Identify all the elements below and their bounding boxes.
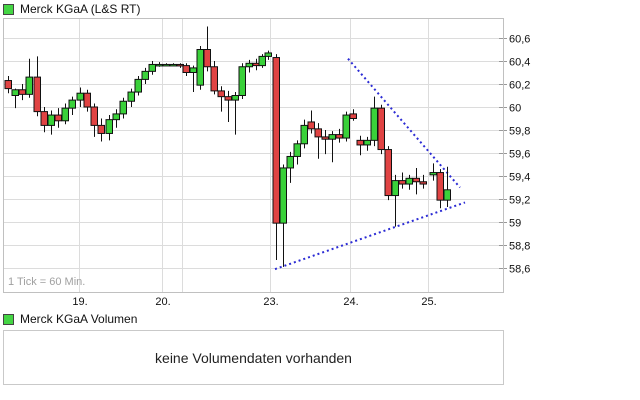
candle-body xyxy=(47,114,55,126)
price-chart-plot[interactable]: 60,6 60,4 60,2 60 59,8 59,6 59,4 59,2 59 58,8 58,6… xyxy=(0,0,640,312)
volume-panel: keine Volumendaten vorhanden xyxy=(3,330,504,385)
y-axis-label: 60 xyxy=(509,103,521,115)
trendline-lower xyxy=(274,201,466,271)
candle-body xyxy=(11,89,19,96)
y-axis-label: 59,2 xyxy=(509,195,530,207)
candle-body xyxy=(97,124,105,134)
candle-body xyxy=(314,128,322,138)
candle-body xyxy=(307,121,315,130)
no-volume-message: keine Volumendaten vorhanden xyxy=(155,349,352,366)
candle-body xyxy=(127,91,135,102)
y-axis-label: 59,8 xyxy=(509,126,530,138)
y-axis-label: 58,6 xyxy=(509,264,530,276)
candle-body xyxy=(217,90,225,98)
candle-body xyxy=(264,52,272,57)
candle-body xyxy=(245,62,253,68)
candle-body xyxy=(258,55,266,67)
main-chart-legend: Merck KGaA (L&S RT) xyxy=(3,2,141,16)
candle-body xyxy=(405,177,413,185)
candle-body xyxy=(40,111,48,126)
candle-body xyxy=(25,76,33,95)
volume-legend: Merck KGaA Volumen xyxy=(3,312,138,326)
x-axis-label: 25. xyxy=(421,296,436,308)
candle-body xyxy=(443,189,451,201)
candle-body xyxy=(412,177,420,183)
candle-body xyxy=(363,139,371,146)
candle-body xyxy=(61,107,69,122)
candle-body xyxy=(182,65,190,73)
candle-body xyxy=(162,63,170,67)
candle-body xyxy=(321,136,329,140)
x-axis-label: 20. xyxy=(155,296,170,308)
y-axis-label: 59 xyxy=(509,218,521,230)
candle-body xyxy=(238,66,246,96)
y-axis-label: 59,6 xyxy=(509,149,530,161)
candle-body xyxy=(119,100,127,115)
candle-body xyxy=(377,107,385,151)
candle-body xyxy=(105,119,113,134)
candle-body xyxy=(33,76,41,113)
main-chart-title: Merck KGaA (L&S RT) xyxy=(20,2,141,16)
candle-body xyxy=(349,113,357,120)
candle-body xyxy=(272,57,280,224)
x-axis-label: 24. xyxy=(343,296,358,308)
candle-body xyxy=(328,134,336,140)
candle-body xyxy=(279,167,287,224)
y-axis-label: 59,4 xyxy=(509,172,530,184)
x-axis-label: 19. xyxy=(72,296,87,308)
candle-body xyxy=(189,67,197,74)
candle-body xyxy=(224,96,232,101)
candle-body xyxy=(300,124,308,145)
y-axis-label: 60,2 xyxy=(509,80,530,92)
candle-body xyxy=(335,134,343,139)
candle-body xyxy=(169,63,177,67)
candle-body xyxy=(342,114,350,139)
candle-body xyxy=(4,80,12,90)
y-axis-label: 60,6 xyxy=(509,34,530,46)
candle-body xyxy=(419,181,427,185)
x-axis-label: 23. xyxy=(263,296,278,308)
candle-body xyxy=(148,63,156,72)
candle-body xyxy=(231,95,239,101)
candle-body xyxy=(90,106,98,126)
candle-body xyxy=(83,92,91,108)
candle-body xyxy=(436,172,444,201)
candle-body xyxy=(210,66,218,92)
candle-body xyxy=(398,180,406,185)
candle-body xyxy=(155,63,163,67)
legend-swatch-icon xyxy=(3,3,14,15)
candle-body xyxy=(293,143,301,157)
candle-body xyxy=(370,107,378,141)
candle-body xyxy=(112,113,120,121)
candle-body xyxy=(286,155,294,169)
candle-body xyxy=(54,114,62,122)
candle-body xyxy=(134,78,142,93)
candle-body xyxy=(68,99,76,109)
candle-body xyxy=(141,70,149,80)
candle-body xyxy=(203,49,211,68)
candle-body xyxy=(196,49,204,86)
plot-frame xyxy=(3,18,504,293)
volume-panel-title: Merck KGaA Volumen xyxy=(20,312,138,326)
legend-swatch-icon xyxy=(3,313,14,325)
candle-body xyxy=(391,180,399,197)
candle-body xyxy=(18,89,26,95)
candle-body xyxy=(429,172,437,176)
interval-note: 1 Tick = 60 Min. xyxy=(8,276,86,288)
y-axis-label: 58,8 xyxy=(509,241,530,253)
candle-body xyxy=(384,149,392,197)
y-axis-label: 60,4 xyxy=(509,57,530,69)
candle-body xyxy=(356,139,364,146)
trendline-upper xyxy=(347,58,461,189)
candle-body xyxy=(76,92,84,101)
